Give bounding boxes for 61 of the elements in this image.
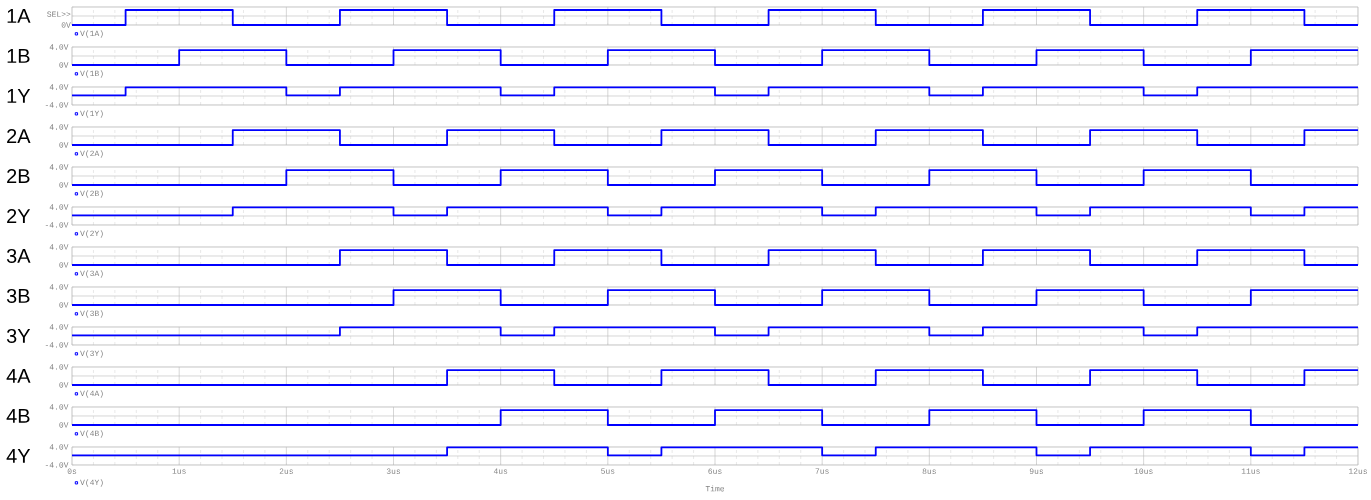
x-tick-label: 8us (922, 468, 936, 474)
x-axis-title: Time (705, 485, 725, 492)
x-tick-label: 5us (601, 468, 615, 474)
text: SEL>> (47, 11, 71, 17)
y-axis-title: 2B (7, 169, 30, 183)
y-axis-title: 1Y (7, 89, 31, 103)
y-tick-label: 4.0V (49, 324, 69, 330)
y-axis-title: 3A (6, 248, 31, 264)
y-tick-label: 4.0V (49, 364, 69, 370)
y-tick-label: -4.0V (45, 342, 69, 348)
legend-label: V(2B) (80, 190, 103, 198)
y-tick-label: 0V (59, 62, 69, 68)
legend-label: V(3B) (80, 310, 103, 318)
legend-label: V(3Y) (80, 350, 103, 358)
legend-label: V(2Y) (80, 230, 103, 238)
y-tick-label: 4.0V (49, 444, 69, 450)
y-axis-title: 3B (6, 288, 30, 304)
y-tick-label: 0V (59, 142, 69, 148)
x-tick-label: 10us (1134, 468, 1153, 474)
legend-label: V(4Y) (80, 479, 103, 487)
x-tick-label: 11us (1241, 468, 1260, 474)
y-tick-label: 4.0V (49, 284, 69, 290)
x-tick-label: 7us (815, 468, 829, 474)
y-tick-label: 4.0V (49, 404, 69, 410)
y-tick-label: 4.0V (49, 124, 69, 130)
x-tick-label: 2us (279, 468, 293, 474)
legend-label: V(2A) (80, 150, 103, 158)
legend-label: V(1A) (80, 30, 103, 38)
y-tick-label: -4.0V (45, 462, 69, 468)
y-axis-title: 1B (7, 49, 30, 63)
x-tick-label: 12us (1348, 468, 1367, 474)
legend-label: V(4B) (80, 430, 103, 438)
y-tick-label: 0V (59, 382, 69, 388)
y-axis-title: 1A (7, 9, 31, 23)
y-axis-title: 3Y (6, 328, 31, 344)
x-tick-label: 9us (1029, 468, 1044, 474)
y-tick-label: 0V (59, 262, 69, 268)
y-tick-label: 4.0V (49, 44, 69, 50)
x-tick-label: 4us (493, 468, 508, 474)
y-tick-label: -4.0V (45, 102, 69, 108)
y-tick-label: 4.0V (49, 244, 69, 250)
y-tick-label: 4.0V (49, 84, 69, 90)
y-tick-label: 4.0V (49, 204, 69, 210)
y-tick-label: 0V (59, 302, 69, 308)
y-tick-label: 0V (59, 422, 69, 428)
x-tick-label: 0s (67, 468, 77, 474)
y-tick-label: 0V (59, 182, 69, 188)
y-axis-title: 4B (6, 409, 30, 423)
x-tick-label: 6us (708, 468, 722, 474)
y-axis-title: 4A (6, 369, 31, 383)
legend-label: V(1B) (80, 70, 103, 78)
legend-label: V(1Y) (80, 110, 103, 118)
y-axis-title: 2A (7, 129, 31, 143)
y-axis-title: 2Y (7, 209, 31, 223)
x-tick-label: 1us (172, 468, 186, 474)
y-tick-label: 4.0V (49, 164, 69, 170)
legend-label: V(3A) (80, 270, 103, 278)
x-tick-label: 3us (386, 468, 401, 474)
legend-label: V(4A) (80, 390, 103, 398)
y-tick-label: -4.0V (45, 222, 69, 228)
y-axis-title: 4Y (6, 449, 31, 463)
